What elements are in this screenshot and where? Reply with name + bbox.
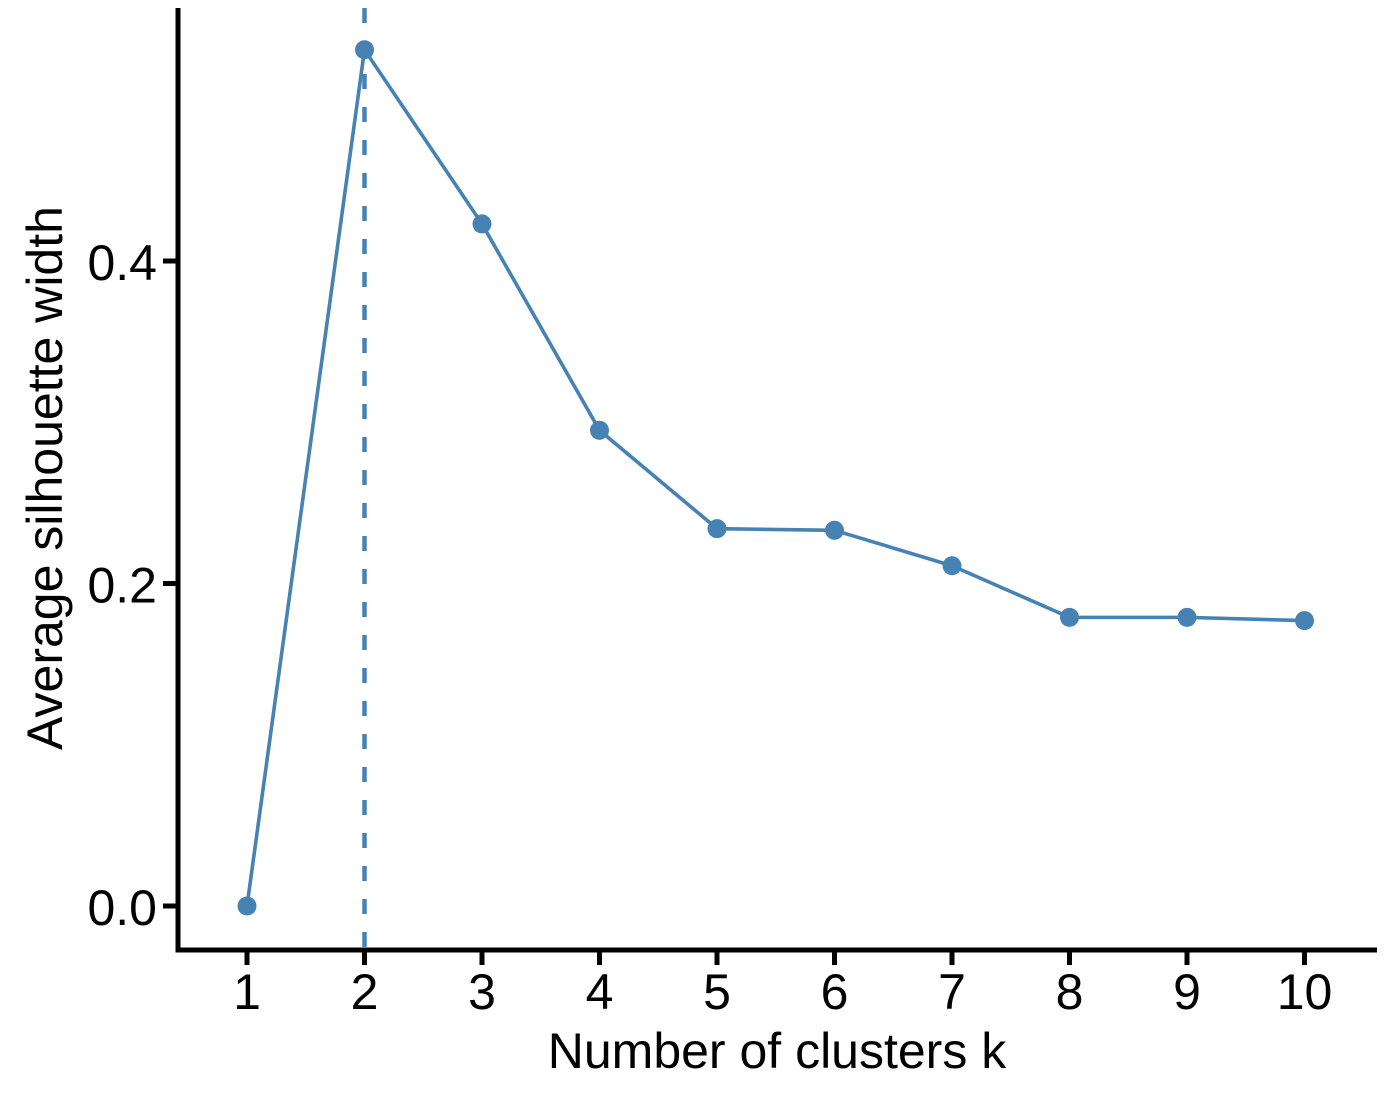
data-point <box>472 214 492 234</box>
data-point <box>1295 611 1314 631</box>
y-tick-label: 0.0 <box>87 880 157 936</box>
data-point <box>942 556 962 576</box>
series-line <box>245 47 1307 908</box>
y-tick-label: 0.2 <box>87 558 157 614</box>
x-tick-label: 2 <box>351 964 379 1020</box>
data-point <box>590 420 609 440</box>
x-tick-label: 7 <box>938 964 966 1020</box>
data-point <box>825 520 844 540</box>
x-tick-label: 6 <box>821 964 849 1020</box>
data-point <box>355 40 374 60</box>
data-point <box>1177 607 1197 627</box>
data-point <box>237 896 257 916</box>
x-tick-label: 5 <box>703 964 731 1020</box>
axis-lines <box>175 8 1377 953</box>
x-tick-label: 3 <box>468 964 496 1020</box>
x-tick-label: 4 <box>586 964 614 1020</box>
silhouette-series <box>237 40 1314 916</box>
data-point <box>707 519 727 539</box>
x-tick-label: 1 <box>233 964 261 1020</box>
y-tick-label: 0.4 <box>87 235 157 291</box>
data-point <box>1060 607 1079 627</box>
x-axis-ticks: 1 2 3 4 5 6 7 8 9 10 <box>233 950 1332 1020</box>
x-axis-title: Number of clusters k <box>548 1023 1007 1079</box>
x-tick-label: 8 <box>1056 964 1084 1020</box>
x-tick-label: 9 <box>1173 964 1201 1020</box>
y-axis-ticks: 0.0 0.2 0.4 <box>87 235 178 936</box>
y-axis-title: Average silhouette width <box>17 206 73 750</box>
x-tick-label: 10 <box>1277 964 1333 1020</box>
